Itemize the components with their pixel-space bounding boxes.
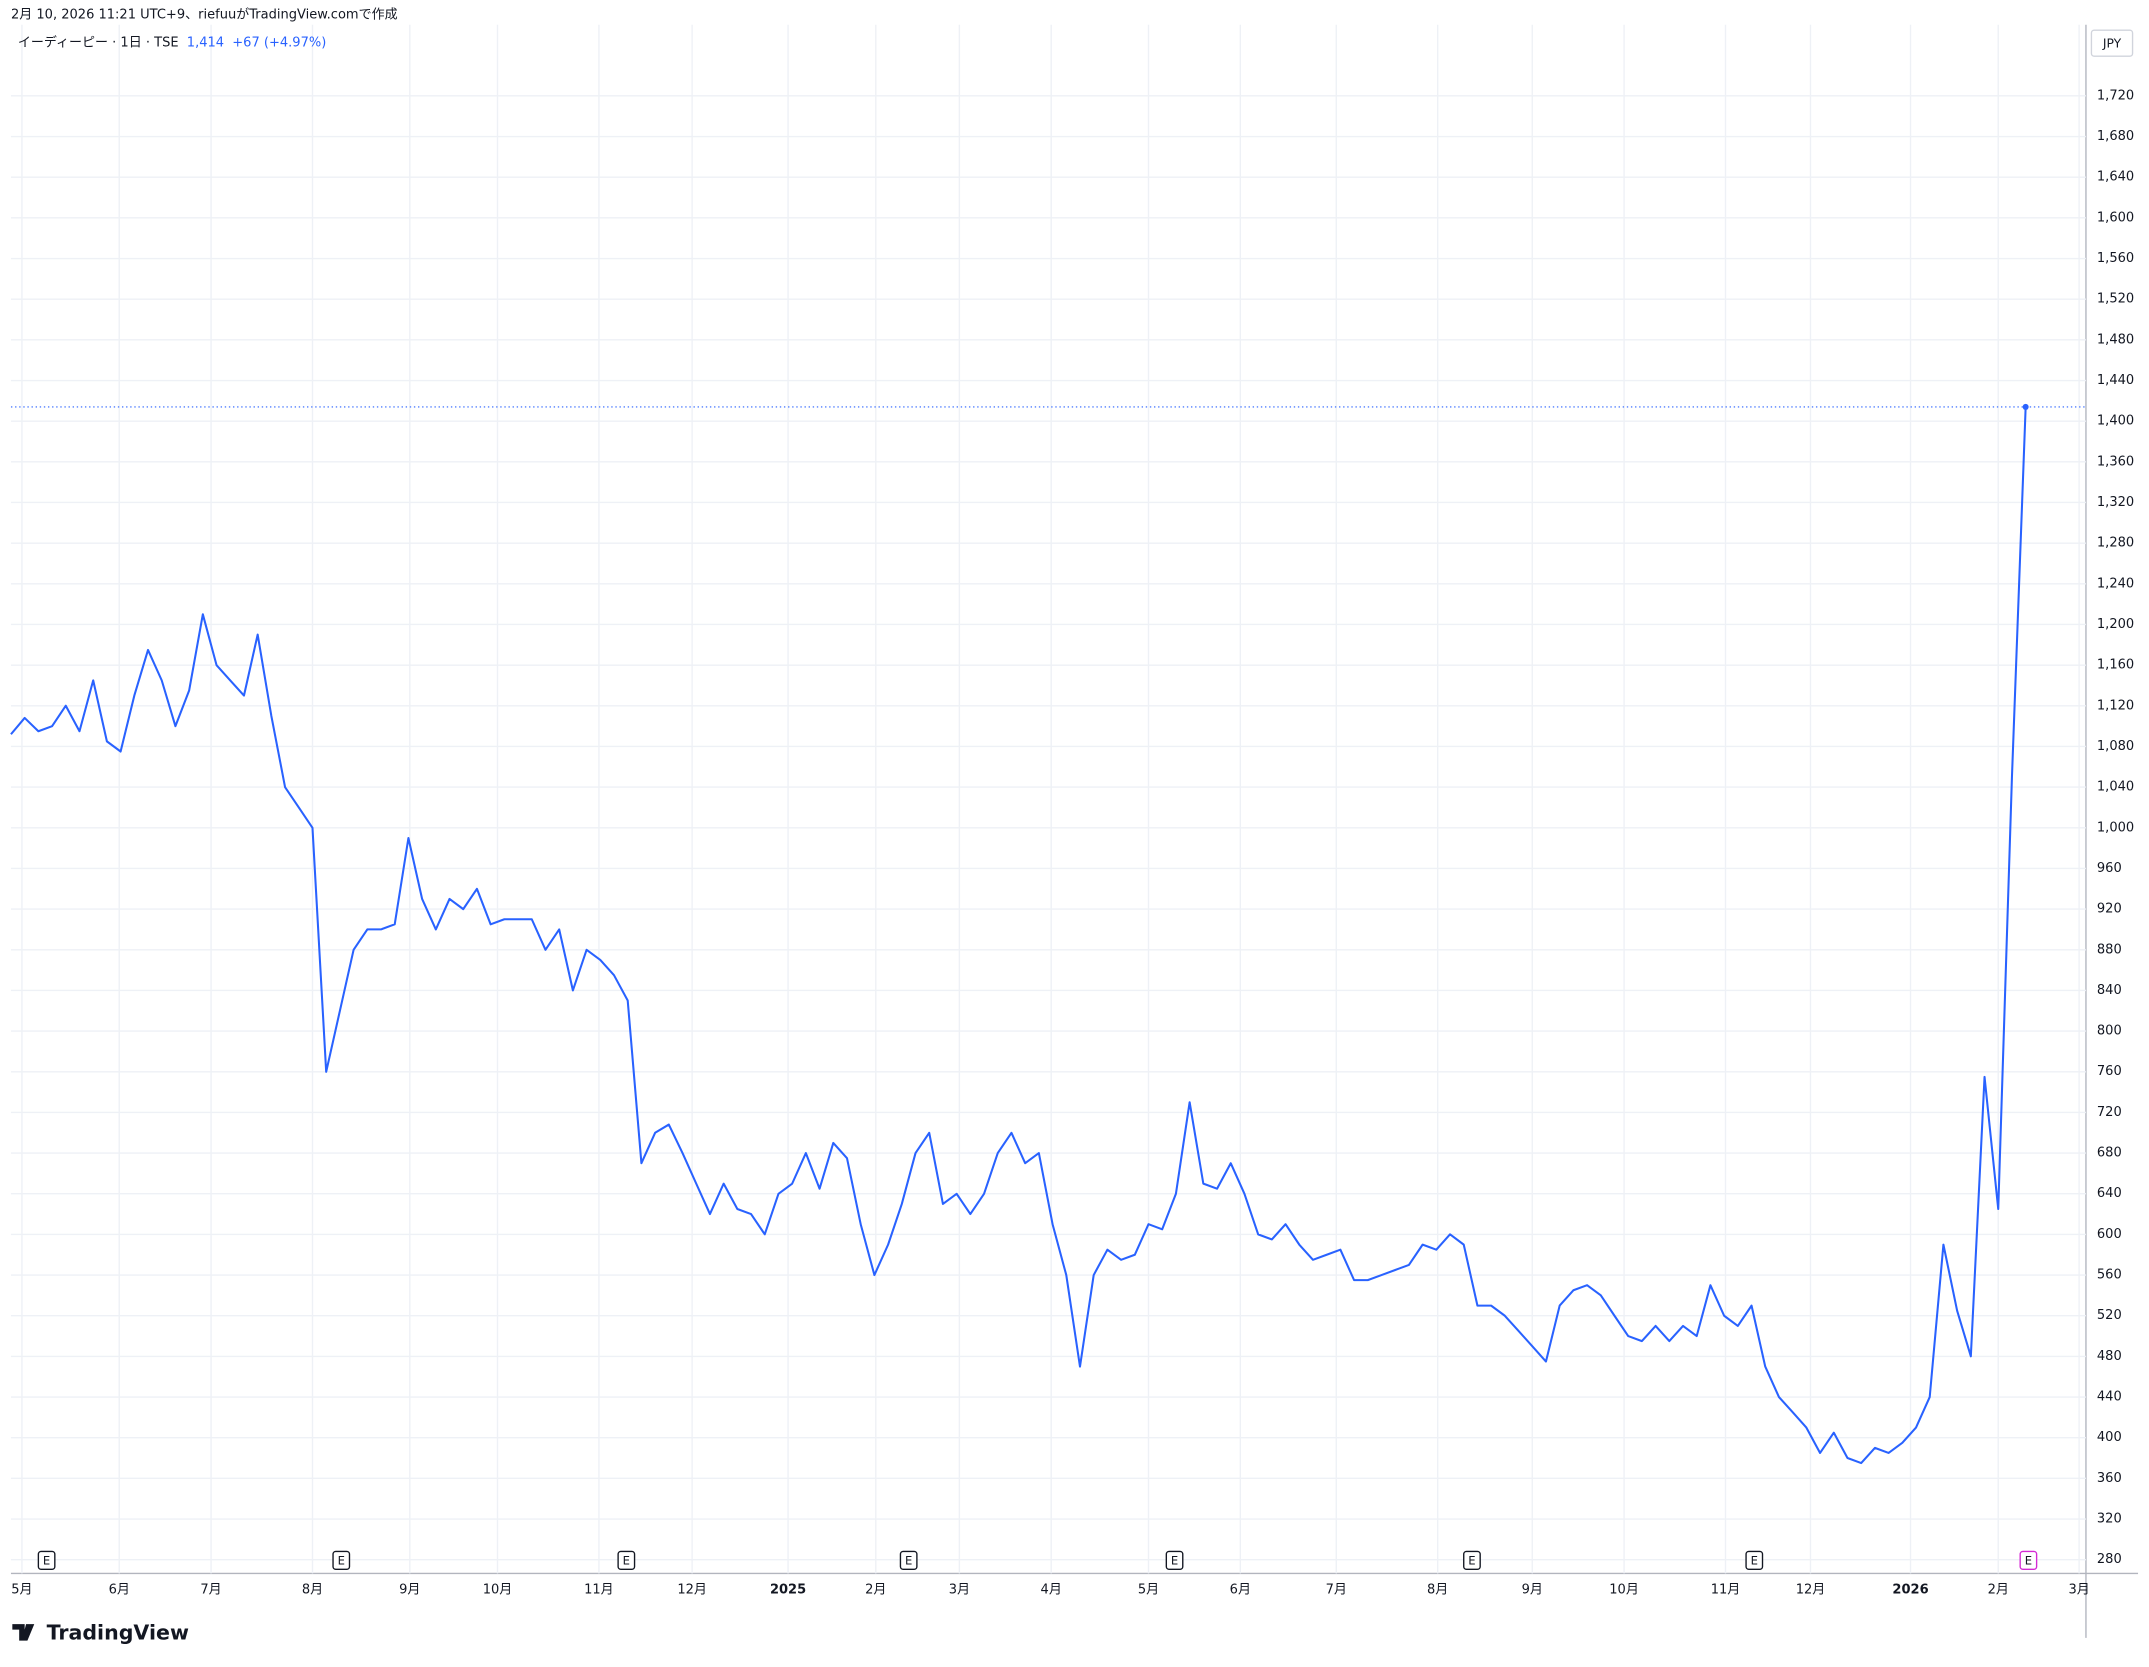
y-tick-label: 720 bbox=[2097, 1105, 2122, 1120]
x-tick-label: 6月 bbox=[109, 1582, 130, 1597]
y-tick-label: 400 bbox=[2097, 1430, 2122, 1445]
event-box bbox=[2019, 1550, 2038, 1570]
y-tick-label: 960 bbox=[2097, 861, 2122, 876]
y-tick-label: 1,560 bbox=[2097, 251, 2134, 266]
x-tick-label: 10月 bbox=[483, 1582, 513, 1597]
y-tick-label: 1,600 bbox=[2097, 210, 2134, 225]
y-tick-label: 1,440 bbox=[2097, 373, 2134, 388]
event-label: E bbox=[623, 1554, 630, 1568]
x-tick-label: 9月 bbox=[1522, 1582, 1543, 1597]
y-tick-label: 840 bbox=[2097, 983, 2122, 998]
y-tick-label: 1,480 bbox=[2097, 332, 2134, 347]
y-tick-label: 1,360 bbox=[2097, 454, 2134, 469]
grid bbox=[10, 24, 2086, 1574]
y-tick-label: 1,320 bbox=[2097, 495, 2134, 510]
event-box bbox=[617, 1550, 636, 1570]
x-tick-label: 3月 bbox=[2068, 1582, 2089, 1597]
y-tick-label: 640 bbox=[2097, 1186, 2122, 1201]
y-tick-label: 920 bbox=[2097, 902, 2122, 917]
change: +67 (+4.97%) bbox=[232, 35, 326, 50]
y-tick-label: 1,000 bbox=[2097, 820, 2134, 835]
event-box bbox=[37, 1550, 56, 1570]
y-tick-label: 800 bbox=[2097, 1024, 2122, 1039]
event-box bbox=[1463, 1550, 1481, 1570]
y-tick-label: 1,200 bbox=[2097, 617, 2134, 632]
x-tick-label: 8月 bbox=[302, 1582, 323, 1597]
x-tick-label: 2月 bbox=[865, 1582, 886, 1597]
y-tick-label: 1,240 bbox=[2097, 576, 2134, 591]
x-tick-label: 2025 bbox=[770, 1582, 806, 1597]
y-tick-label: 1,680 bbox=[2097, 129, 2134, 144]
y-tick-label: 1,160 bbox=[2097, 658, 2134, 673]
y-tick-label: 320 bbox=[2097, 1512, 2122, 1527]
y-tick-label: 1,040 bbox=[2097, 780, 2134, 795]
event-box bbox=[332, 1550, 351, 1570]
y-tick-label: 760 bbox=[2097, 1064, 2122, 1079]
legend-symbol: イーディーピー · 1日 · TSE 1,414 +67 (+4.97%) bbox=[18, 34, 326, 50]
y-tick-label: 1,080 bbox=[2097, 739, 2134, 754]
x-tick-label: 4月 bbox=[1041, 1582, 1062, 1597]
logo-mark bbox=[12, 1624, 35, 1641]
x-tick-label: 10月 bbox=[1609, 1582, 1639, 1597]
x-tick-label: 12月 bbox=[1796, 1582, 1826, 1597]
y-tick-label: 360 bbox=[2097, 1471, 2122, 1486]
event-box bbox=[899, 1550, 918, 1570]
last: 1,414 bbox=[187, 35, 224, 50]
y-tick-label: 280 bbox=[2097, 1552, 2122, 1567]
y-tick-label: 520 bbox=[2097, 1308, 2122, 1323]
x-tick-label: 8月 bbox=[1427, 1582, 1448, 1597]
plot bbox=[10, 403, 2086, 1570]
y-tick-label: 1,520 bbox=[2097, 292, 2134, 307]
y-tick-label: 480 bbox=[2097, 1349, 2122, 1364]
logo: TradingView bbox=[12, 1621, 189, 1645]
y-tick-label: 680 bbox=[2097, 1146, 2122, 1161]
x-tick-label: 11月 bbox=[584, 1582, 614, 1597]
event-label: E bbox=[1468, 1554, 1475, 1568]
event-label: E bbox=[2025, 1554, 2032, 1568]
event-label: E bbox=[338, 1554, 345, 1568]
y-tick-label: 1,280 bbox=[2097, 536, 2134, 551]
event-label: E bbox=[1171, 1554, 1178, 1568]
x-tick-label: 6月 bbox=[1230, 1582, 1251, 1597]
x-tick-label: 3月 bbox=[949, 1582, 970, 1597]
event-label: E bbox=[1751, 1554, 1758, 1568]
y-tick-label: 1,720 bbox=[2097, 88, 2134, 103]
x-tick-label: 5月 bbox=[11, 1582, 32, 1597]
symbol: イーディーピー · 1日 · TSE bbox=[18, 34, 179, 50]
last-price-dot bbox=[2022, 403, 2029, 410]
y-tick-label: 1,400 bbox=[2097, 414, 2134, 429]
x-tick-label: 7月 bbox=[1326, 1582, 1347, 1597]
y-tick-label: 880 bbox=[2097, 942, 2122, 957]
event-label: E bbox=[43, 1554, 50, 1568]
y-tick-label: 440 bbox=[2097, 1390, 2122, 1405]
event-box bbox=[1745, 1550, 1764, 1570]
price-line bbox=[10, 406, 2027, 1465]
x-tick-label: 5月 bbox=[1138, 1582, 1159, 1597]
x-tick-label: 2026 bbox=[1892, 1582, 1928, 1597]
currency: JPY bbox=[2102, 36, 2122, 50]
y-tick-label: 560 bbox=[2097, 1268, 2122, 1283]
x-tick-label: 11月 bbox=[1711, 1582, 1741, 1597]
event-label: E bbox=[905, 1554, 912, 1568]
credit: 2月 10, 2026 11:21 UTC+9、riefuuがTradingVi… bbox=[11, 8, 398, 23]
x-tick-label: 2月 bbox=[1988, 1582, 2009, 1597]
brand: TradingView bbox=[47, 1621, 189, 1645]
currency-box bbox=[2090, 29, 2134, 57]
x-tick-label: 7月 bbox=[200, 1582, 221, 1597]
y-tick-label: 1,640 bbox=[2097, 170, 2134, 185]
x-tick-label: 12月 bbox=[677, 1582, 707, 1597]
y-tick-label: 600 bbox=[2097, 1227, 2122, 1242]
x-tick-label: 9月 bbox=[399, 1582, 420, 1597]
event-box bbox=[1165, 1550, 1184, 1570]
y-tick-label: 1,120 bbox=[2097, 698, 2134, 713]
